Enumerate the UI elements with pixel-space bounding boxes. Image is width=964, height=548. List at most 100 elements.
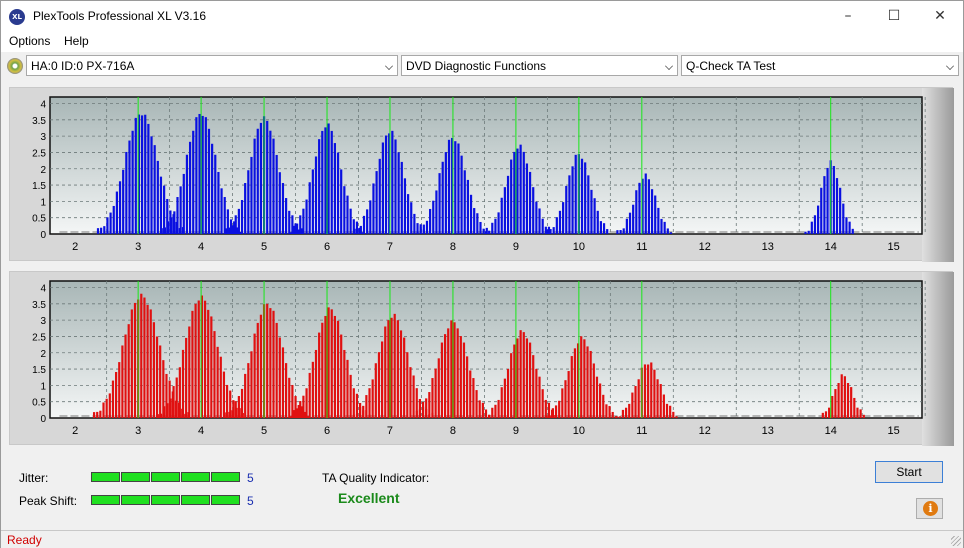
histogram-bar: [425, 220, 429, 234]
x-tick-label: 5: [261, 241, 267, 253]
histogram-bar: [656, 379, 659, 418]
histogram-bar: [437, 358, 440, 418]
histogram-bar: [440, 342, 444, 418]
histogram-bar: [586, 346, 589, 418]
histogram-bar: [163, 185, 166, 234]
histogram-bar: [300, 228, 303, 234]
histogram-bar: [378, 158, 381, 234]
x-tick-label: 5: [261, 425, 267, 437]
histogram-bar: [308, 372, 311, 418]
menu-help[interactable]: Help: [64, 34, 89, 48]
histogram-bar: [500, 387, 503, 418]
close-button[interactable]: ✕: [934, 8, 946, 24]
histogram-bar: [318, 139, 321, 234]
histogram-bar: [275, 322, 278, 418]
histogram-bar: [188, 326, 191, 418]
histogram-bar: [297, 229, 300, 234]
histogram-bar: [324, 127, 327, 234]
histogram-bar: [538, 208, 541, 234]
histogram-bar: [416, 232, 419, 234]
maximize-button[interactable]: ☐: [887, 8, 901, 24]
histogram-bar: [831, 395, 834, 418]
histogram-bar: [397, 152, 400, 234]
histogram-bar: [362, 405, 365, 418]
histogram-bar: [253, 333, 256, 418]
histogram-bar: [484, 231, 488, 234]
histogram-bar: [210, 316, 213, 418]
drive-select[interactable]: HA:0 ID:0 PX-716A: [26, 55, 398, 76]
x-tick-label: 15: [888, 241, 900, 253]
histogram-bar: [240, 200, 244, 234]
histogram-bar: [547, 402, 551, 418]
histogram-bar: [481, 402, 484, 418]
y-tick-label: 2: [40, 165, 46, 176]
start-button[interactable]: Start: [875, 461, 943, 483]
histogram-bar: [365, 395, 368, 418]
y-tick-label: 0.5: [32, 398, 46, 409]
chevron-down-icon: [946, 62, 954, 70]
histogram-bar: [259, 314, 263, 418]
histogram-bar: [333, 143, 336, 234]
info-button[interactable]: i: [916, 498, 943, 519]
resize-grip-icon[interactable]: [951, 536, 961, 546]
histogram-bar: [416, 223, 419, 234]
histogram-bar: [216, 346, 219, 418]
histogram-bar: [621, 409, 625, 418]
histogram-bar: [324, 315, 327, 418]
histogram-bar: [234, 401, 237, 418]
histogram-bar: [275, 154, 278, 234]
histogram-bar: [580, 336, 583, 418]
histogram-bar: [463, 170, 466, 234]
histogram-bar: [513, 344, 516, 418]
x-tick-label: 2: [72, 425, 78, 437]
histogram-bar: [390, 317, 393, 418]
histogram-bar: [253, 138, 256, 234]
histogram-bar: [96, 228, 100, 234]
histogram-bar: [535, 368, 538, 418]
histogram-bar: [256, 322, 259, 418]
histogram-bar: [102, 402, 105, 418]
x-tick-label: 10: [573, 241, 585, 253]
histogram-bar: [288, 377, 291, 418]
histogram-bar: [484, 415, 488, 418]
histogram-bar: [272, 138, 275, 234]
x-tick-label: 14: [825, 241, 837, 253]
histogram-bar: [528, 171, 532, 234]
histogram-bar: [175, 377, 178, 418]
histogram-bar: [568, 175, 571, 234]
histogram-bar: [150, 136, 153, 234]
histogram-bar: [179, 186, 182, 234]
histogram-bar: [552, 227, 555, 234]
histogram-bar: [631, 392, 634, 418]
y-tick-label: 1: [40, 197, 46, 208]
histogram-bar: [663, 221, 666, 234]
histogram-bar: [302, 208, 305, 234]
test-select[interactable]: Q-Check TA Test: [681, 55, 959, 76]
histogram-bar: [299, 215, 302, 234]
histogram-bar: [247, 170, 250, 234]
histogram-bar: [166, 403, 169, 418]
x-tick-label: 8: [450, 425, 456, 437]
histogram-bar: [308, 182, 311, 234]
histogram-bar: [555, 217, 558, 234]
histogram-bar: [137, 114, 141, 234]
histogram-bar: [152, 322, 155, 418]
histogram-bar: [118, 362, 121, 418]
histogram-bar: [369, 200, 372, 234]
histogram-bar: [637, 379, 640, 418]
y-tick-label: 3: [40, 316, 46, 327]
y-tick-label: 4: [40, 284, 46, 295]
histogram-bar: [665, 403, 669, 418]
minimize-button[interactable]: –: [844, 8, 852, 24]
meter-segment: [211, 495, 240, 505]
jitter-histogram-chart: 0 0.5 1 1.5 2 2.5 3 3.5 4 2 3 4 5 6 7 8 9 10 11 12 13 14 15: [32, 88, 954, 262]
histogram-bar: [862, 414, 865, 418]
histogram-bar: [546, 229, 549, 234]
histogram-bar: [580, 158, 584, 234]
histogram-bar: [118, 181, 122, 234]
histogram-bar: [625, 218, 628, 234]
histogram-bar: [432, 200, 435, 234]
menu-options[interactable]: Options: [9, 34, 51, 48]
histogram-bar: [231, 410, 234, 418]
function-select[interactable]: DVD Diagnostic Functions: [401, 55, 678, 76]
